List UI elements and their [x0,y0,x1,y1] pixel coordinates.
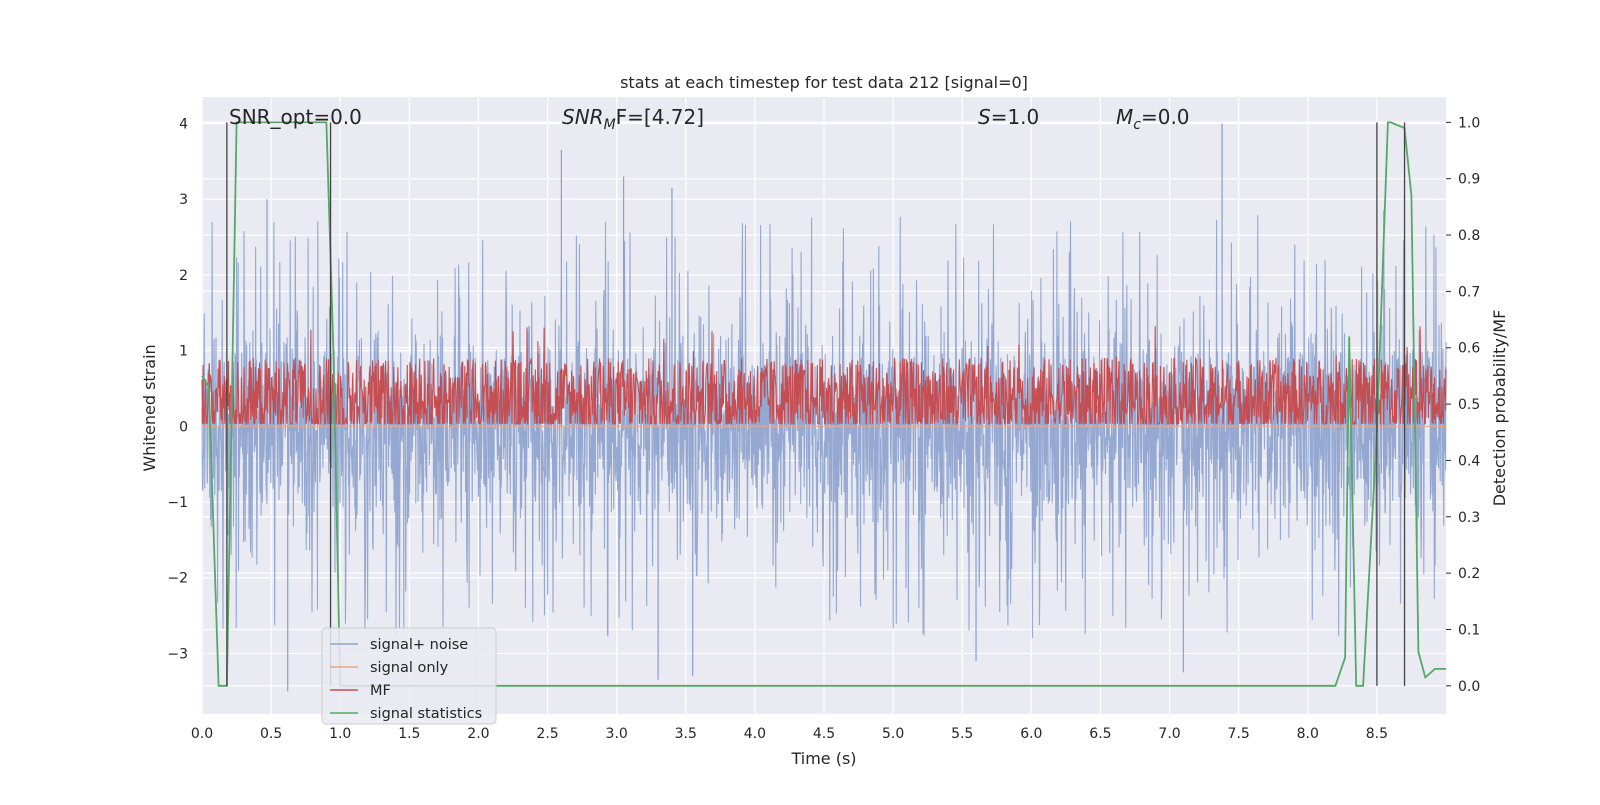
series-signal-statistics-line [201,121,1446,687]
mc-rest: =0.0 [1141,105,1190,129]
y-axis-label: Whitened strain [140,344,159,471]
x-tick-label: 3.0 [606,726,628,742]
x-tick-label: 2.5 [536,726,558,742]
y2-tick-label: 0.1 [1458,622,1480,638]
y2-tick-label: 0.4 [1458,453,1480,469]
series-mf-line [201,326,1447,426]
snr-mf-subscript: M [604,117,616,133]
y2-tick-label: 0.3 [1458,510,1480,526]
y2-tick-label: 0.2 [1458,566,1480,582]
x-tick-label: 1.5 [398,726,420,742]
x-axis-label: Time (s) [790,749,856,768]
y2-axis-label: Detection probability/MF [1490,310,1509,507]
s-symbol: S [978,105,991,129]
annotation-s: S=1.0 [978,105,1039,129]
y-tick-label: 4 [179,116,188,132]
legend: signal+ noise signal only MF signal statist… [321,627,497,725]
x-tick-label: 5.5 [951,726,973,742]
annotation-snr-mf-text: SNRMF=[4.72] [562,105,704,133]
annotation-snr-opt-text: SNR_opt=0.0 [229,105,362,129]
y2-tick-label: 0.8 [1458,228,1480,244]
vertical-lines [226,122,1406,686]
x-tick-label: 6.0 [1020,726,1042,742]
annotation-snr-opt: SNR_opt=0.0 [229,105,362,129]
legend-label-1: signal only [370,660,449,676]
x-tick-label: 2.0 [467,726,489,742]
y-tick-label: −2 [167,571,188,587]
y-tick-label: 0 [179,419,188,435]
x-tick-label: 4.0 [744,726,766,742]
data-layer [201,121,1447,692]
mc-subscript: c [1133,117,1141,133]
x-tick-label: 0.5 [260,726,282,742]
y-tick-label: 3 [179,192,188,208]
x-tick-label: 0.0 [191,726,213,742]
legend-box [321,627,497,725]
tick-layer: 0.0 0.5 1.0 1.5 2.0 2.5 3.0 3.5 4.0 4.5 5.0 5.5 6.0 6… [167,115,1480,742]
x-tick-label: 7.5 [1228,726,1250,742]
y2-tick-label: 0.9 [1458,172,1480,188]
snr-mf-rest: F=[4.72] [616,105,704,129]
y-tick-label: 2 [179,268,188,284]
legend-label-3: signal statistics [370,706,482,722]
s-rest: =1.0 [991,105,1040,129]
x-tick-label: 5.0 [882,726,904,742]
x-tick-label: 8.0 [1297,726,1319,742]
x-tick-label: 6.5 [1089,726,1111,742]
y2-tick-label: 0.6 [1458,341,1480,357]
x-tick-label: 4.5 [813,726,835,742]
annotation-s-text: S=1.0 [978,105,1039,129]
x-tick-label: 7.0 [1158,726,1180,742]
x-tick-label: 1.0 [329,726,351,742]
chart-title: stats at each timestep for test data 212… [620,73,1028,92]
annotation-snr-mf: SNRMF=[4.72] [562,105,704,133]
series-signal-noise-line [201,214,1447,639]
x-tick-label: 3.5 [675,726,697,742]
snr-mf-symbol: SNR [562,105,604,129]
y-tick-label: −1 [167,495,188,511]
legend-label-0: signal+ noise [370,637,468,653]
y-tick-label: 1 [179,344,188,360]
y2-tick-label: 0.5 [1458,397,1480,413]
annotation-mc: Mc=0.0 [1116,105,1190,133]
legend-label-2: MF [370,683,391,699]
y-tick-label: −3 [167,646,188,662]
mc-symbol: M [1116,105,1133,129]
annotation-mc-text: Mc=0.0 [1116,105,1190,133]
x-tick-label: 8.5 [1366,726,1388,742]
y2-tick-label: 1.0 [1458,115,1480,131]
y2-tick-label: 0.7 [1458,284,1480,300]
y2-tick-label: 0.0 [1458,679,1480,695]
